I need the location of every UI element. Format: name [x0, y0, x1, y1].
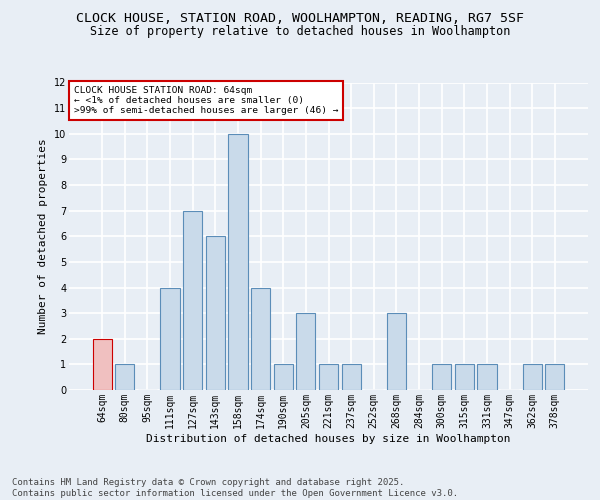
- Bar: [296, 313, 316, 390]
- Bar: [251, 288, 270, 390]
- Bar: [92, 339, 112, 390]
- Bar: [545, 364, 565, 390]
- Bar: [183, 210, 202, 390]
- Text: CLOCK HOUSE, STATION ROAD, WOOLHAMPTON, READING, RG7 5SF: CLOCK HOUSE, STATION ROAD, WOOLHAMPTON, …: [76, 12, 524, 26]
- Text: CLOCK HOUSE STATION ROAD: 64sqm
← <1% of detached houses are smaller (0)
>99% of: CLOCK HOUSE STATION ROAD: 64sqm ← <1% of…: [74, 86, 338, 116]
- Bar: [319, 364, 338, 390]
- Bar: [432, 364, 451, 390]
- Bar: [455, 364, 474, 390]
- Y-axis label: Number of detached properties: Number of detached properties: [38, 138, 48, 334]
- Bar: [229, 134, 248, 390]
- Text: Size of property relative to detached houses in Woolhampton: Size of property relative to detached ho…: [90, 25, 510, 38]
- Bar: [523, 364, 542, 390]
- Bar: [160, 288, 180, 390]
- Bar: [115, 364, 134, 390]
- Text: Contains HM Land Registry data © Crown copyright and database right 2025.
Contai: Contains HM Land Registry data © Crown c…: [12, 478, 458, 498]
- Bar: [387, 313, 406, 390]
- Bar: [206, 236, 225, 390]
- Bar: [274, 364, 293, 390]
- X-axis label: Distribution of detached houses by size in Woolhampton: Distribution of detached houses by size …: [146, 434, 511, 444]
- Bar: [341, 364, 361, 390]
- Bar: [477, 364, 497, 390]
